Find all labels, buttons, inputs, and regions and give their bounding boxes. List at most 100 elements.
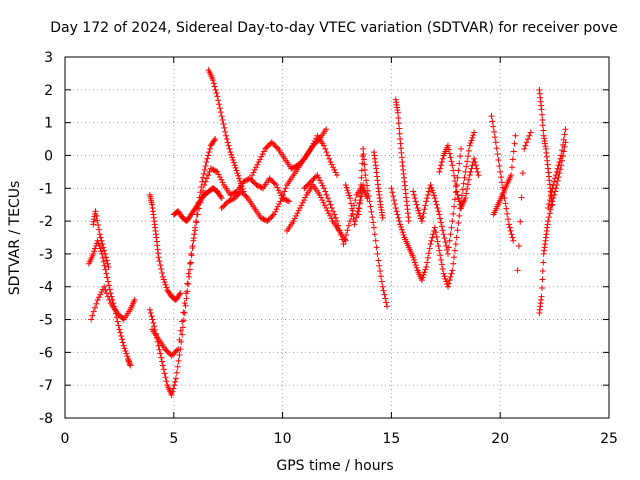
data-point (168, 352, 175, 359)
data-point (264, 218, 271, 225)
data-point (509, 156, 516, 163)
data-point (106, 296, 113, 303)
data-point (373, 244, 380, 251)
data-point (99, 241, 106, 248)
data-point (127, 362, 134, 369)
data-point (193, 219, 200, 226)
data-point (227, 197, 234, 204)
data-point (451, 178, 458, 185)
data-point (290, 218, 297, 225)
data-point (276, 189, 283, 196)
data-point (105, 278, 112, 285)
data-point (441, 235, 448, 242)
data-point (323, 204, 330, 211)
data-point (337, 231, 344, 238)
data-point (327, 201, 334, 208)
data-point (148, 313, 155, 320)
data-point (360, 151, 367, 158)
data-point (360, 145, 367, 152)
data-point (361, 161, 368, 168)
data-point (538, 111, 545, 118)
data-point (101, 262, 108, 269)
data-point (95, 240, 102, 247)
data-point (310, 140, 317, 147)
data-point (311, 138, 318, 145)
data-point (439, 227, 446, 234)
data-point (334, 172, 340, 179)
data-point (554, 165, 561, 172)
data-point (468, 165, 475, 172)
y-tick-label: 1 (44, 116, 53, 132)
data-point (120, 342, 127, 349)
data-point (294, 210, 301, 217)
data-point (343, 231, 350, 238)
data-point (410, 188, 417, 195)
data-point (505, 216, 512, 223)
data-point (545, 214, 552, 221)
data-point (546, 210, 553, 217)
data-point (176, 291, 183, 298)
data-point (201, 166, 208, 173)
data-point (421, 269, 428, 276)
series-track-p (388, 129, 478, 290)
data-point (352, 218, 359, 225)
data-point (440, 231, 447, 238)
data-point (493, 145, 500, 152)
data-point (255, 159, 262, 166)
data-point (235, 191, 242, 198)
data-point (467, 168, 474, 175)
data-point (420, 210, 427, 217)
data-point (419, 274, 426, 281)
data-point (166, 350, 173, 357)
data-point (102, 250, 109, 257)
data-point (210, 166, 217, 173)
data-point (270, 179, 277, 186)
data-point (555, 162, 562, 169)
data-point (358, 174, 365, 181)
series-track-x (536, 139, 569, 316)
data-point (232, 164, 239, 171)
data-point (326, 155, 333, 162)
data-point (248, 176, 255, 183)
data-point (302, 183, 309, 190)
data-point (494, 151, 501, 158)
y-tick-label: -5 (39, 313, 53, 329)
data-point (389, 189, 396, 196)
data-point (328, 204, 335, 211)
data-point (171, 382, 178, 389)
data-point (265, 216, 272, 223)
data-point (465, 147, 472, 154)
data-point (98, 288, 105, 295)
data-point (394, 211, 401, 218)
data-point (228, 151, 235, 158)
data-point (114, 309, 121, 316)
data-point (455, 195, 462, 202)
data-point (278, 195, 285, 202)
data-point (448, 270, 455, 277)
data-point (451, 172, 458, 179)
data-point (396, 130, 403, 137)
data-point (431, 192, 438, 199)
data-point (438, 261, 445, 268)
data-point (323, 149, 330, 156)
data-point (548, 202, 555, 209)
data-point (274, 203, 281, 210)
data-point (306, 180, 313, 187)
data-point (163, 378, 170, 385)
data-point (198, 183, 205, 190)
data-point (504, 210, 511, 217)
data-point (391, 201, 398, 208)
data-point (438, 256, 445, 263)
data-point (475, 172, 482, 179)
data-point (488, 113, 495, 120)
data-point (288, 165, 295, 172)
data-point (330, 208, 337, 215)
data-point (119, 336, 126, 343)
data-point (324, 207, 331, 214)
data-point (203, 175, 210, 182)
data-point (512, 132, 519, 139)
data-point (240, 191, 247, 198)
data-point (549, 198, 556, 205)
data-point (156, 258, 163, 265)
data-point (384, 303, 391, 310)
